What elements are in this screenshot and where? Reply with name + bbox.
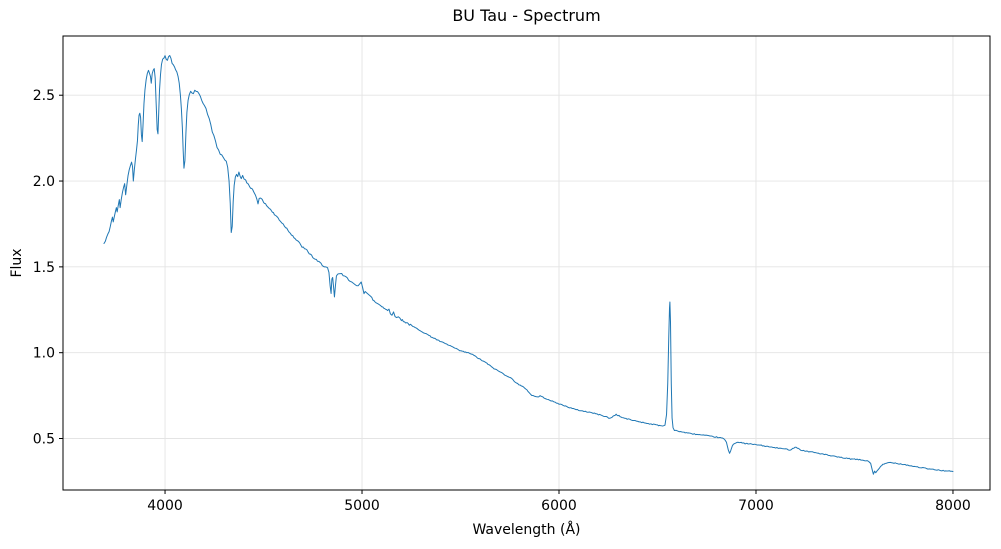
x-tick-label: 7000 [738,498,774,514]
y-tick-label: 1.0 [33,346,55,362]
x-axis-label: Wavelength (Å) [472,522,581,538]
spectrum-line [103,55,954,475]
y-tick-label: 0.5 [33,432,55,448]
plot-border [62,35,991,491]
y-axis-label: Flux [9,248,25,278]
x-tick-label: 5000 [344,498,380,514]
y-tick-label: 2.0 [33,174,55,190]
x-tick-label: 6000 [541,498,577,514]
chart-title: BU Tau - Spectrum [452,6,601,25]
y-tick-label: 2.5 [33,88,55,104]
x-tick-label: 4000 [147,498,183,514]
y-tick-label: 1.5 [33,260,55,276]
x-tick-label: 8000 [935,498,971,514]
